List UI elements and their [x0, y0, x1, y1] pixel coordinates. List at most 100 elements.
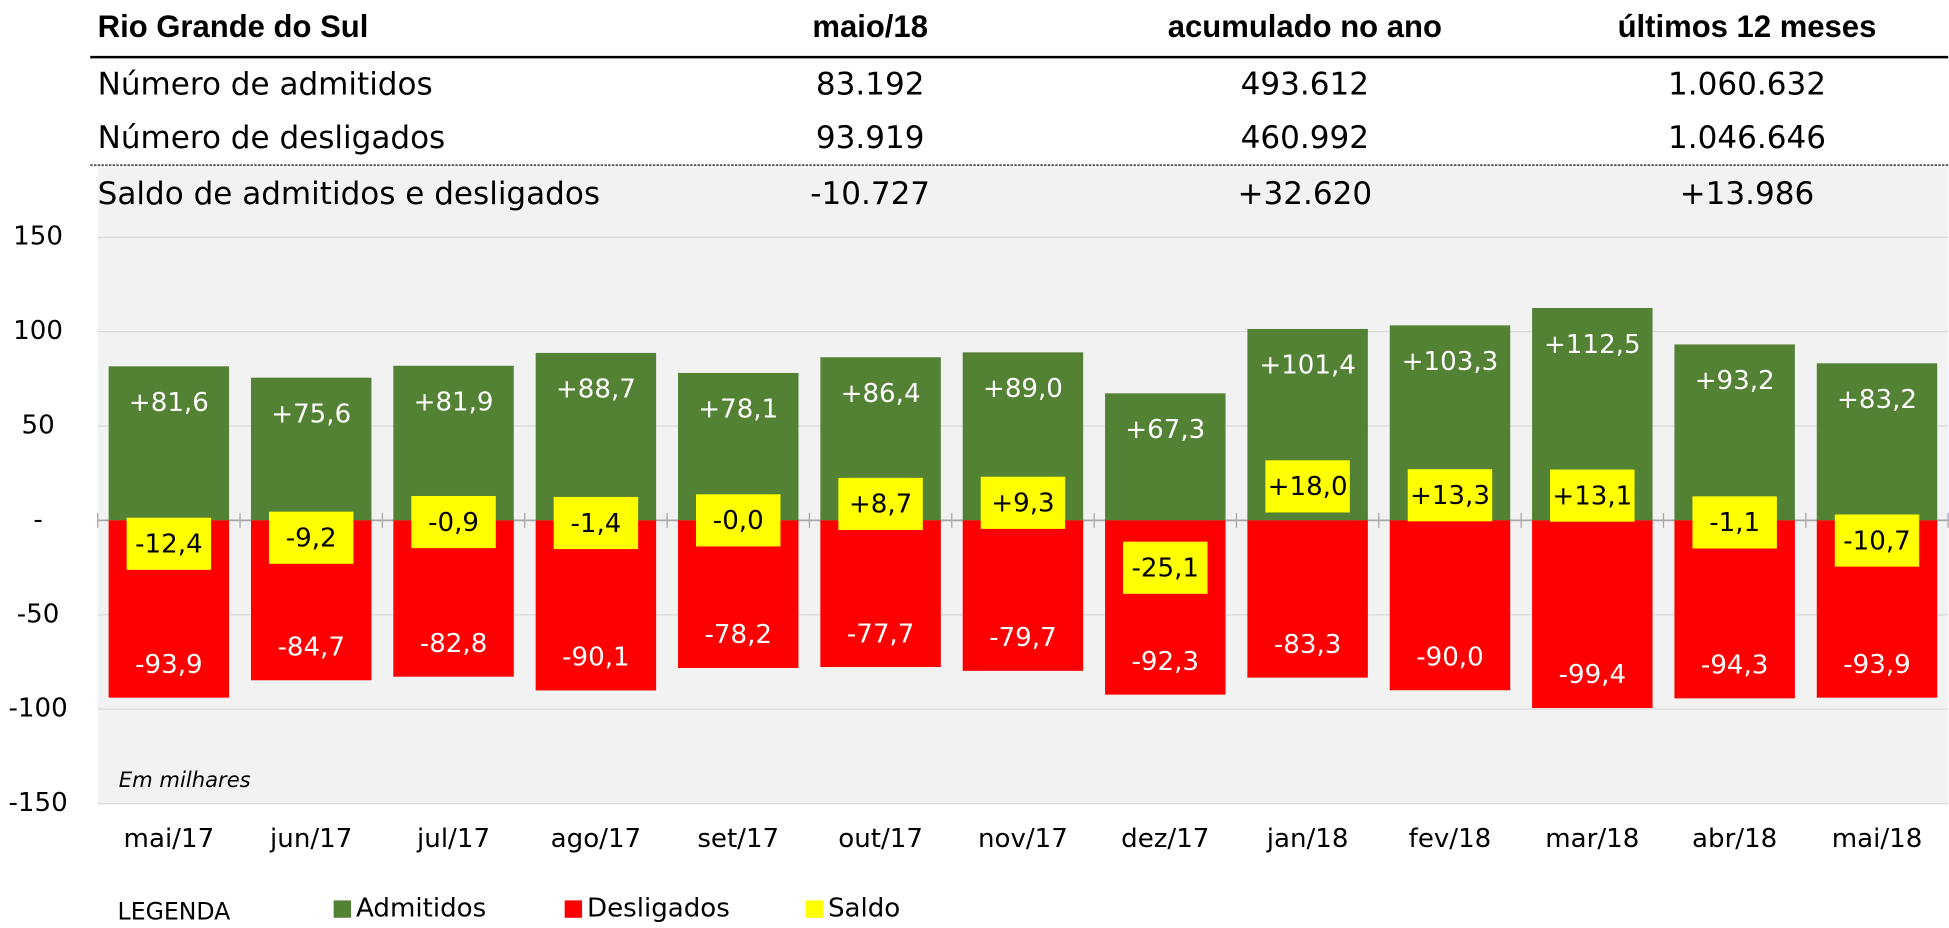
bar: [820, 520, 941, 668]
legend-swatch: [805, 900, 823, 918]
y-tick-label: 100: [13, 316, 63, 346]
x-tick-label: out/17: [838, 824, 923, 854]
saldo-value-label: -25,1: [1132, 553, 1199, 583]
table-cell: -10.727: [810, 176, 930, 212]
x-tick-label: mai/17: [124, 824, 215, 854]
annotation: Em milhares: [119, 767, 251, 792]
bar-value-label: -83,3: [1274, 630, 1341, 660]
saldo-value-label: -1,1: [1709, 508, 1760, 538]
saldo-marker: [1550, 469, 1635, 522]
bar-value-label: -78,2: [705, 620, 772, 650]
table-cell: 83.192: [816, 67, 925, 103]
bar-value-label: +93,2: [1695, 366, 1775, 396]
saldo-marker: [1123, 541, 1208, 594]
saldo-value-label: +18,0: [1268, 472, 1348, 502]
table-cell: 93.919: [816, 120, 925, 156]
x-tick-label: nov/17: [978, 824, 1068, 854]
table-cell: +32.620: [1238, 176, 1373, 212]
bar-value-label: -79,7: [989, 623, 1056, 653]
bar-value-label: +89,0: [983, 374, 1063, 404]
saldo-value-label: -12,4: [135, 530, 202, 560]
saldo-value-label: +13,1: [1552, 481, 1632, 511]
bar-value-label: +81,9: [414, 388, 494, 418]
legend-label: Admitidos: [356, 894, 486, 924]
bar-value-label: -77,7: [847, 619, 914, 649]
saldo-row-bg: [97, 167, 1949, 224]
x-tick-label: jul/17: [416, 824, 490, 854]
bar: [1674, 520, 1795, 699]
bar-value-label: -90,1: [562, 643, 629, 673]
bar-value-label: -99,4: [1559, 660, 1626, 690]
table-header: Rio Grande do Sul: [98, 9, 369, 44]
bar-value-label: -93,9: [135, 650, 202, 680]
x-tick-label: jan/18: [1266, 824, 1349, 854]
bar-value-label: +83,2: [1837, 385, 1917, 415]
bar: [535, 352, 657, 521]
bar-value-label: +103,3: [1402, 347, 1499, 377]
x-tick-label: dez/17: [1121, 824, 1209, 854]
table-cell: 460.992: [1241, 120, 1369, 156]
bar: [1105, 393, 1226, 521]
bar-value-label: -84,7: [277, 632, 344, 662]
bar: [962, 520, 1084, 671]
bar: [393, 365, 514, 521]
bar: [1247, 520, 1368, 678]
x-tick-label: fev/18: [1409, 824, 1492, 854]
table-cell: Saldo de admitidos e desligados: [98, 176, 600, 212]
saldo-marker: [553, 496, 639, 550]
saldo-marker: [1834, 514, 1920, 567]
bar-value-label: +101,4: [1259, 351, 1356, 381]
table-cell: 1.060.632: [1668, 67, 1826, 103]
legend-label: Desligados: [587, 894, 730, 924]
table-header: acumulado no ano: [1168, 9, 1442, 44]
bar: [108, 366, 230, 521]
y-tick-label: -100: [8, 694, 67, 724]
saldo-marker: [838, 477, 923, 531]
y-tick-label: -50: [17, 599, 60, 629]
table-cell: 493.612: [1241, 67, 1369, 103]
saldo-marker: [1692, 496, 1777, 549]
bar-value-label: +75,6: [271, 399, 351, 429]
bar-value-label: +78,1: [698, 395, 778, 425]
legend-swatch: [333, 900, 352, 918]
x-tick-label: abr/18: [1692, 824, 1777, 854]
saldo-marker: [1265, 460, 1350, 513]
bar-value-label: -90,0: [1416, 642, 1483, 672]
table-cell: +13.986: [1680, 176, 1815, 212]
bar: [1389, 520, 1511, 691]
table-header: maio/18: [812, 9, 928, 44]
bar: [1674, 344, 1795, 521]
saldo-value-label: -0,0: [713, 506, 764, 536]
saldo-value-label: +9,3: [991, 489, 1054, 519]
bar-value-label: +112,5: [1544, 330, 1641, 360]
saldo-value-label: -1,4: [570, 509, 621, 539]
saldo-marker: [126, 517, 212, 570]
bar: [1816, 363, 1938, 521]
legend-swatch: [564, 900, 583, 918]
bar-value-label: +86,4: [841, 379, 921, 409]
saldo-value-label: -10,7: [1843, 526, 1910, 556]
saldo-marker: [696, 494, 781, 547]
table-cell: 1.046.646: [1668, 120, 1826, 156]
legend-label: Saldo: [828, 894, 900, 924]
bar-value-label: -92,3: [1132, 647, 1199, 677]
legend-title: LEGENDA: [118, 897, 231, 924]
y-tick-label: 50: [21, 410, 54, 440]
saldo-value-label: -0,9: [428, 508, 479, 538]
x-tick-label: set/17: [697, 824, 779, 854]
saldo-marker: [980, 476, 1066, 529]
bar: [250, 377, 372, 521]
saldo-marker: [268, 511, 354, 564]
x-tick-label: mai/18: [1832, 824, 1923, 854]
saldo-marker: [411, 495, 496, 549]
bar: [1532, 520, 1653, 709]
table-cell: Número de admitidos: [98, 67, 433, 103]
saldo-value-label: +8,7: [849, 490, 912, 520]
bar-value-label: +67,3: [1125, 415, 1205, 445]
y-tick-label: 150: [13, 222, 63, 252]
x-tick-label: mar/18: [1545, 824, 1639, 854]
y-tick-label: -: [33, 505, 42, 535]
saldo-value-label: -9,2: [286, 523, 337, 553]
saldo-value-label: +13,3: [1410, 481, 1490, 511]
